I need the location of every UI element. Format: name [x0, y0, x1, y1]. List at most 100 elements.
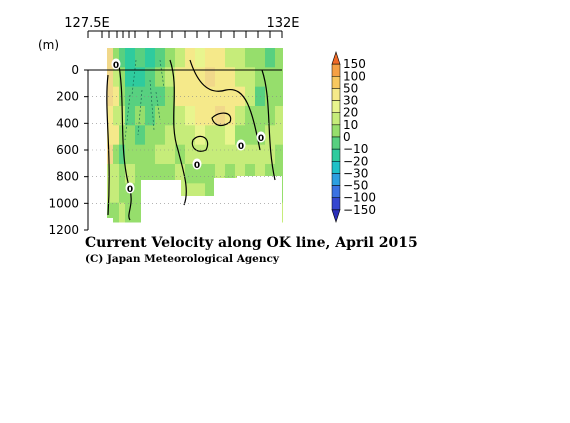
field-cell [155, 106, 165, 126]
colorbar-swatch [331, 76, 341, 89]
zero-contour [169, 59, 187, 206]
field-cell [165, 164, 175, 184]
plot-area [88, 48, 283, 230]
field-cell [107, 106, 113, 126]
field-cell [145, 164, 155, 184]
field-cell [265, 86, 275, 107]
field-cell [235, 144, 245, 165]
field-cell [195, 164, 205, 184]
field-cell [205, 125, 215, 146]
colorbar-label: −10 [343, 142, 368, 156]
top-axis-label-east: 132E [266, 16, 299, 31]
colorbar-swatch [331, 100, 341, 113]
field-cell [125, 164, 135, 184]
field-cell [275, 144, 283, 165]
colorbar-lower-triangle [331, 209, 341, 223]
field-cell [255, 164, 265, 184]
field-cell [185, 144, 195, 165]
field-cell [185, 125, 195, 146]
field-cell [185, 164, 195, 184]
colorbar-swatch [331, 161, 341, 174]
field-cell [175, 48, 185, 68]
field-cell [145, 144, 155, 165]
colorbar-label: −30 [343, 166, 368, 180]
colorbar-label: 0 [343, 130, 351, 144]
top-axis: 127.5E 132E [64, 16, 300, 38]
no-data-mask [145, 204, 181, 230]
field-cell [275, 164, 283, 184]
field-cell [265, 48, 275, 68]
field-cell [165, 48, 175, 68]
colorbar-swatch [331, 124, 341, 138]
field-cell [175, 144, 185, 165]
field-cell [119, 125, 125, 146]
field-cell [255, 144, 265, 165]
zero-contour [117, 59, 132, 221]
contour-label-bg [236, 139, 246, 151]
field-cell [125, 125, 135, 146]
y-tick-label: 1200 [48, 223, 79, 237]
field-cell [265, 164, 275, 184]
y-tick-label: 400 [56, 116, 79, 130]
field-cell [107, 183, 113, 204]
field-cell [205, 48, 215, 68]
field-cell [215, 125, 225, 146]
field-cell [125, 202, 135, 223]
y-tick-label: 200 [56, 90, 79, 104]
field-cell [225, 67, 235, 88]
field-cell [195, 125, 205, 146]
y-tick-label: 0 [71, 63, 79, 77]
field-cell [155, 164, 165, 184]
field-cell [225, 144, 235, 165]
field-cell [113, 202, 119, 223]
colorbar-label: 100 [343, 69, 366, 83]
colorbar-label: 30 [343, 94, 358, 108]
field-cell [155, 48, 165, 68]
field-cell [113, 48, 119, 68]
field-cell [255, 106, 265, 126]
field-cell [245, 144, 255, 165]
y-tick-label: 600 [56, 143, 79, 157]
field-cell [255, 67, 265, 88]
top-axis-label-west: 127.5E [64, 16, 109, 31]
colorbar-label: −100 [343, 191, 376, 205]
y-tick-label: 800 [56, 170, 79, 184]
field-cell [175, 106, 185, 126]
field-cell [145, 67, 155, 88]
field-cell [113, 67, 119, 88]
zero-contours [106, 59, 276, 221]
field-cell [195, 183, 205, 204]
field-cell [125, 48, 135, 68]
field-cell [135, 164, 145, 184]
y-axis-ticks: 0 200 400 600 800 1000 1200 [48, 63, 88, 237]
field-cell [165, 86, 175, 107]
contour-label: 0 [127, 185, 133, 195]
field-cell [107, 144, 113, 165]
field-cell [107, 125, 113, 146]
field-cell [175, 67, 185, 88]
field-cell [245, 48, 255, 68]
contour-label: 0 [113, 61, 119, 71]
field-cell [275, 86, 283, 107]
field-cell [225, 86, 235, 107]
left-axis: (m) 0 200 400 600 800 1000 1200 [38, 38, 282, 237]
field-cell [145, 48, 155, 68]
field-cell [155, 125, 165, 146]
contour-labels: 0 0 0 0 0 [111, 58, 266, 195]
field-cell [195, 48, 205, 68]
contour-label-bg [192, 158, 202, 170]
field-cell [113, 125, 119, 146]
field-cell [135, 125, 145, 146]
field-cell [113, 183, 119, 204]
field-cell [185, 106, 195, 126]
field-cell [275, 67, 283, 88]
negative-contour-line [159, 59, 165, 89]
negative-contour-line [131, 59, 137, 96]
field-cell [135, 67, 145, 88]
field-cell [225, 48, 235, 68]
field-cell [235, 67, 245, 88]
colorbar-swatch [331, 136, 341, 150]
colorbar-swatch [331, 112, 341, 126]
field-cell [135, 48, 145, 68]
